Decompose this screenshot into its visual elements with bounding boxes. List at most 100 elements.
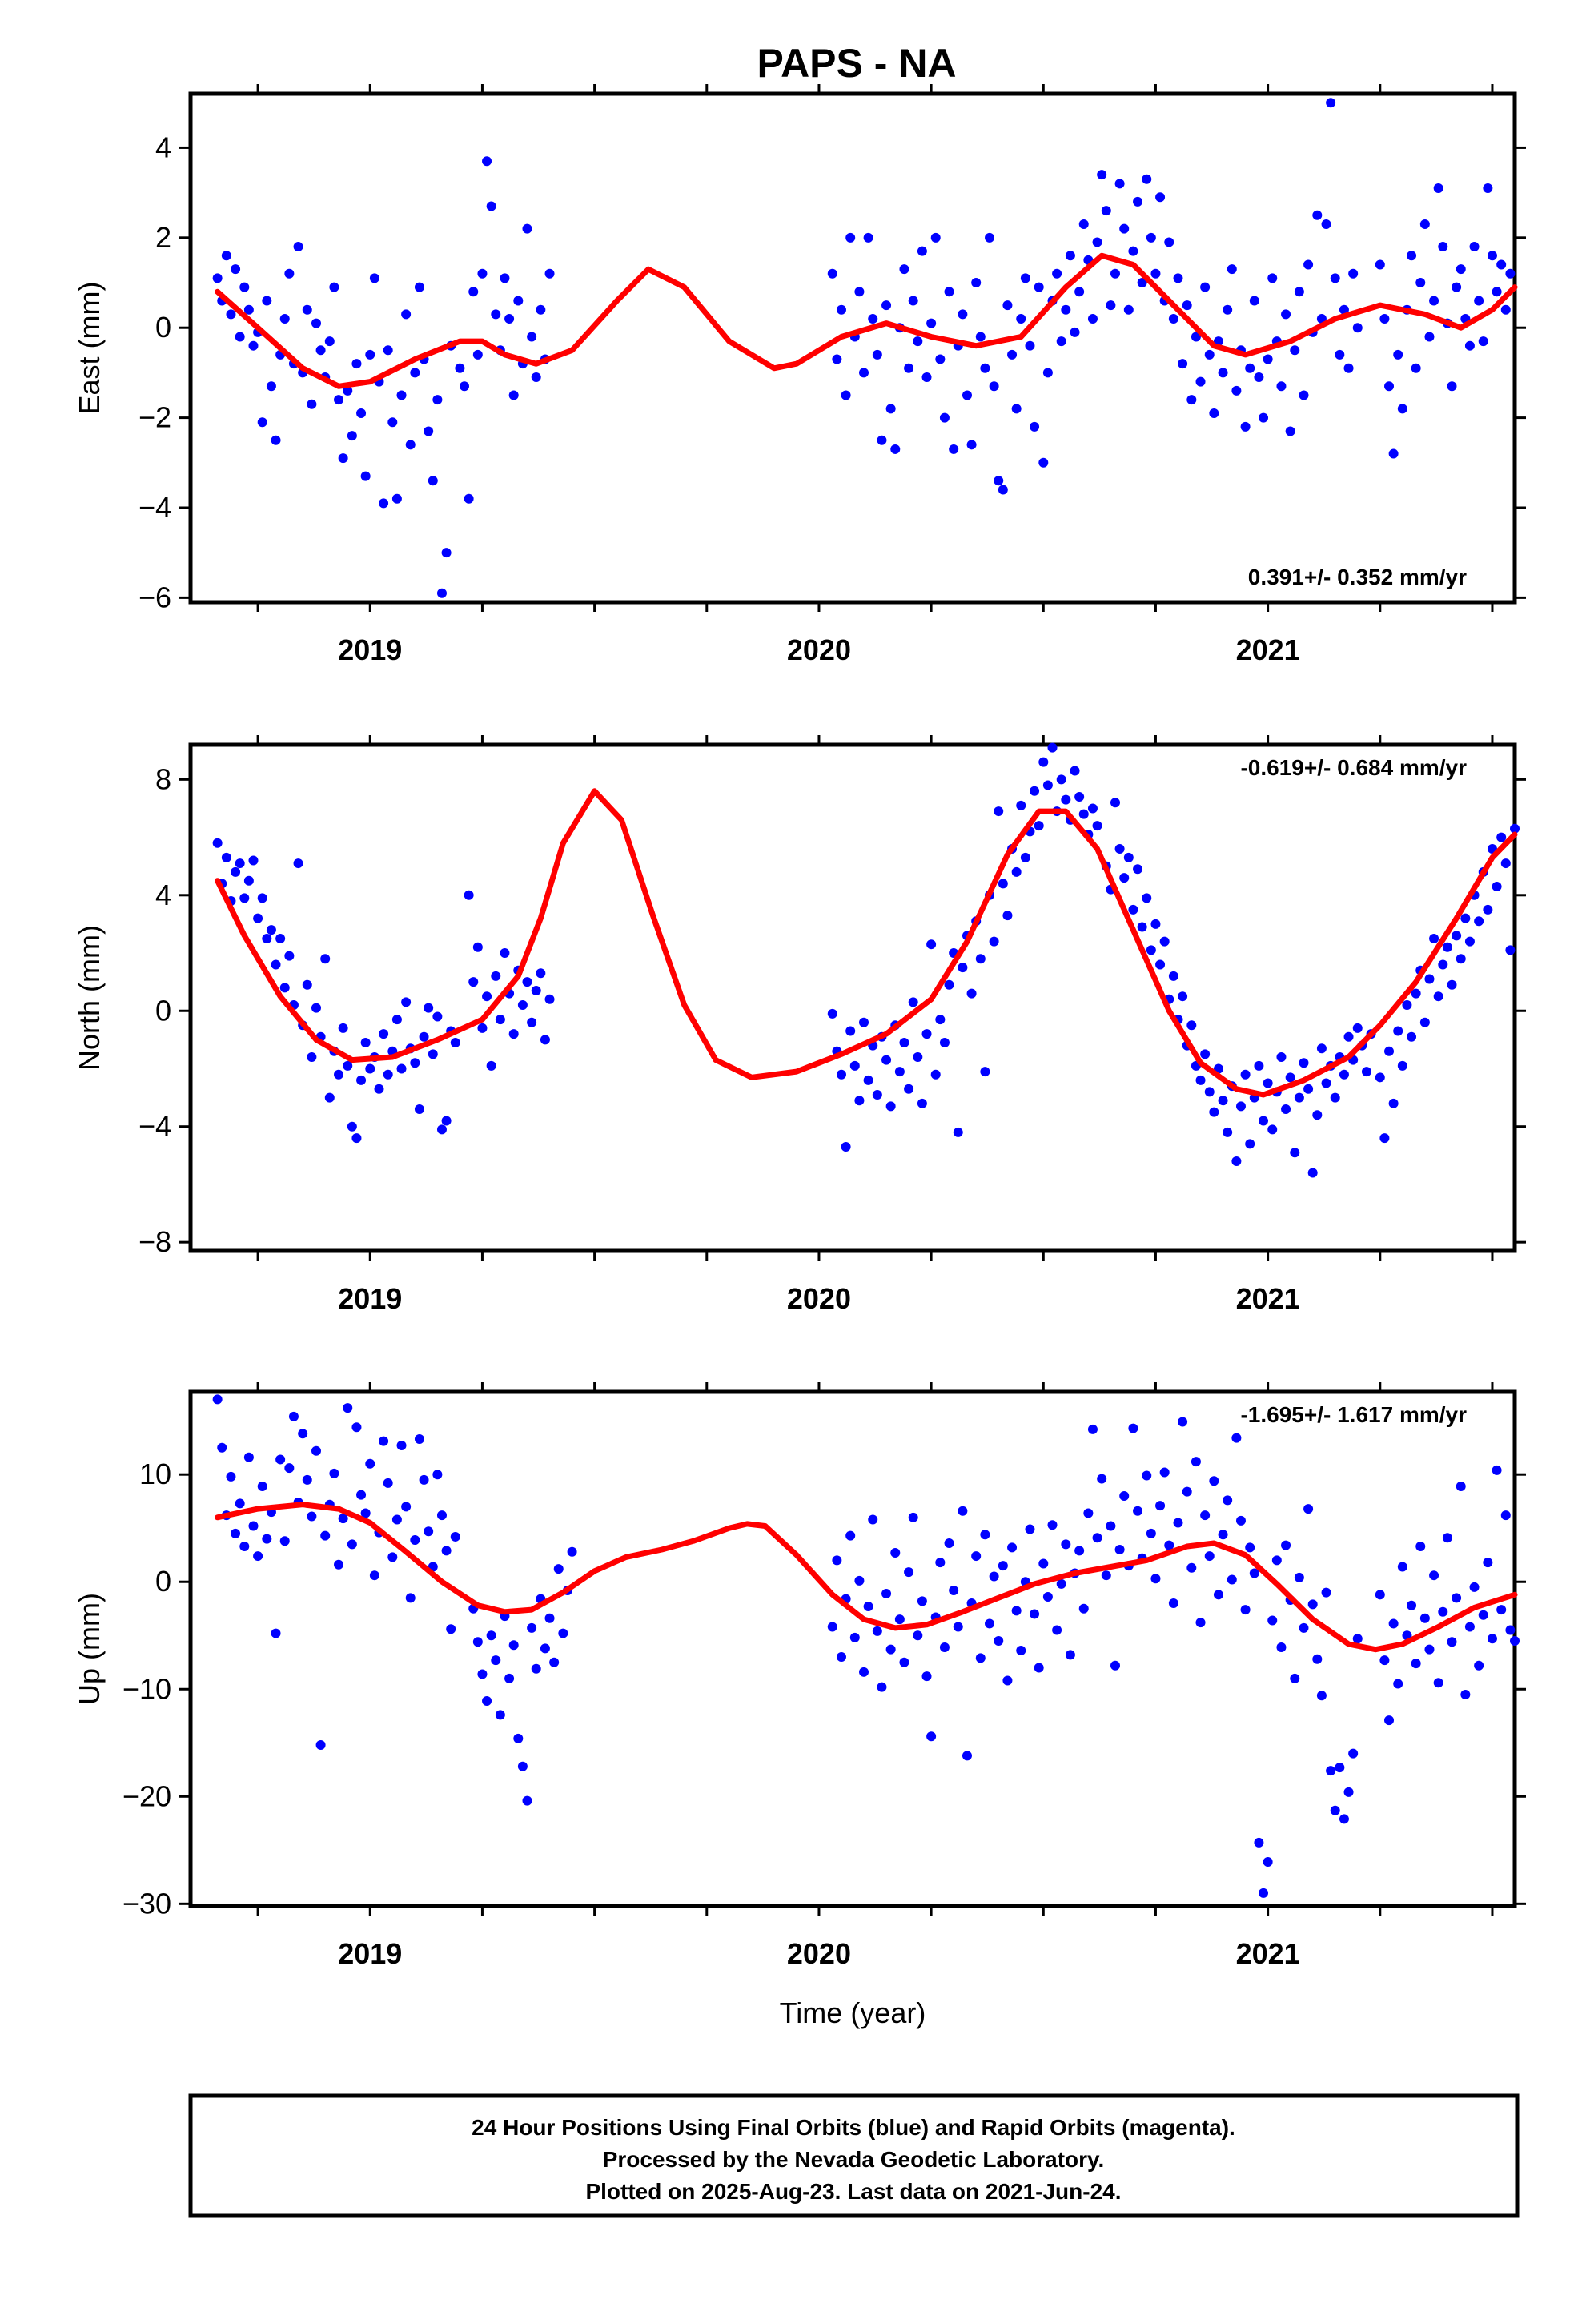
east-data-point — [1321, 219, 1331, 229]
east-data-point — [944, 287, 954, 297]
north-data-point — [257, 893, 267, 903]
north-data-point — [253, 913, 263, 923]
north-data-point — [958, 963, 968, 973]
north-data-point — [1128, 904, 1138, 915]
up-data-point — [1259, 1888, 1269, 1898]
up-ytick-label: −20 — [122, 1779, 171, 1812]
up-data-point — [1159, 1467, 1170, 1478]
east-data-point — [1240, 421, 1251, 432]
up-data-point — [1052, 1625, 1062, 1635]
up-data-point — [1178, 1417, 1188, 1427]
up-data-point — [881, 1588, 892, 1598]
east-data-point — [926, 318, 937, 328]
north-data-point — [1078, 809, 1089, 819]
north-data-point — [410, 1058, 420, 1068]
up-data-point — [1142, 1470, 1152, 1481]
up-data-point — [387, 1552, 398, 1562]
east-data-point — [424, 426, 434, 436]
north-data-point — [414, 1104, 424, 1115]
up-data-point — [1397, 1562, 1407, 1572]
east-data-point — [1415, 278, 1426, 288]
up-data-point — [917, 1596, 927, 1606]
north-data-point — [468, 977, 479, 987]
north-data-point — [284, 951, 295, 961]
east-data-point — [1061, 304, 1071, 315]
up-data-point — [836, 1652, 846, 1663]
east-data-point — [1097, 170, 1107, 180]
east-data-point — [1303, 259, 1314, 270]
north-data-point — [1204, 1087, 1215, 1097]
north-data-point — [441, 1116, 452, 1126]
east-data-point — [1178, 359, 1188, 369]
north-data-point — [908, 997, 918, 1007]
north-data-point — [1429, 933, 1439, 943]
north-data-point — [1114, 844, 1125, 854]
east-xtick-label: 2020 — [787, 633, 851, 666]
north-data-point — [1294, 1092, 1304, 1103]
up-data-point — [329, 1468, 339, 1478]
up-ytick-label: 10 — [139, 1458, 171, 1490]
east-data-point — [527, 332, 537, 342]
north-data-point — [1330, 1092, 1340, 1103]
east-data-point — [231, 264, 241, 275]
east-data-point — [1119, 223, 1130, 234]
north-data-point — [1316, 1043, 1327, 1054]
east-data-point — [396, 390, 407, 400]
up-data-point — [1492, 1465, 1502, 1475]
east-data-point — [1245, 363, 1255, 373]
east-data-point — [1254, 372, 1264, 383]
east-data-point — [1218, 368, 1228, 378]
north-data-point — [1505, 945, 1516, 955]
up-data-point — [872, 1626, 882, 1636]
east-data-point — [958, 309, 968, 320]
north-data-point — [989, 936, 999, 947]
north-data-point — [854, 1096, 865, 1106]
north-data-point — [1254, 1060, 1264, 1071]
east-data-point — [1016, 313, 1026, 324]
east-data-point — [935, 354, 946, 364]
east-data-point — [311, 318, 321, 328]
north-data-point — [482, 991, 492, 1002]
north-data-point — [324, 1092, 335, 1103]
caption-box: 24 Hour Positions Using Final Orbits (bl… — [188, 2093, 1520, 2218]
north-data-point — [248, 855, 259, 866]
north-xtick-label: 2020 — [787, 1282, 851, 1315]
north-data-point — [975, 954, 986, 964]
north-data-point — [271, 959, 281, 970]
up-data-point — [522, 1795, 532, 1806]
east-data-point — [1285, 426, 1295, 436]
east-data-point — [334, 395, 344, 405]
north-data-point — [320, 954, 331, 964]
up-data-point — [1290, 1673, 1300, 1683]
east-data-point — [1191, 332, 1201, 342]
up-data-point — [1168, 1598, 1178, 1609]
up-data-point — [1303, 1504, 1314, 1514]
up-data-point — [1186, 1562, 1197, 1573]
east-data-point — [1259, 412, 1269, 423]
north-data-point — [293, 858, 303, 869]
east-xtick-label: 2021 — [1236, 633, 1300, 666]
up-data-point — [226, 1471, 236, 1482]
up-data-point — [243, 1452, 254, 1462]
north-data-point — [1218, 1096, 1228, 1106]
up-data-point — [1182, 1486, 1192, 1497]
up-data-point — [1352, 1634, 1363, 1644]
north-data-point — [841, 1141, 851, 1152]
up-xtick-label: 2021 — [1236, 1937, 1300, 1970]
north-data-point — [1474, 916, 1484, 927]
north-data-point — [1375, 1072, 1385, 1083]
north-data-point — [522, 977, 532, 987]
east-data-point — [1034, 282, 1044, 292]
north-data-point — [391, 1015, 402, 1025]
east-data-point — [1087, 313, 1098, 324]
up-data-point — [248, 1521, 259, 1531]
up-data-point — [553, 1564, 564, 1574]
east-data-point — [1379, 313, 1390, 324]
up-data-point — [1061, 1539, 1071, 1550]
up-ytick-label: −10 — [122, 1672, 171, 1705]
north-data-point — [1178, 991, 1188, 1002]
up-data-point — [508, 1640, 519, 1651]
up-data-point — [217, 1442, 227, 1453]
north-data-point — [845, 1026, 856, 1036]
north-data-point — [1312, 1110, 1323, 1120]
